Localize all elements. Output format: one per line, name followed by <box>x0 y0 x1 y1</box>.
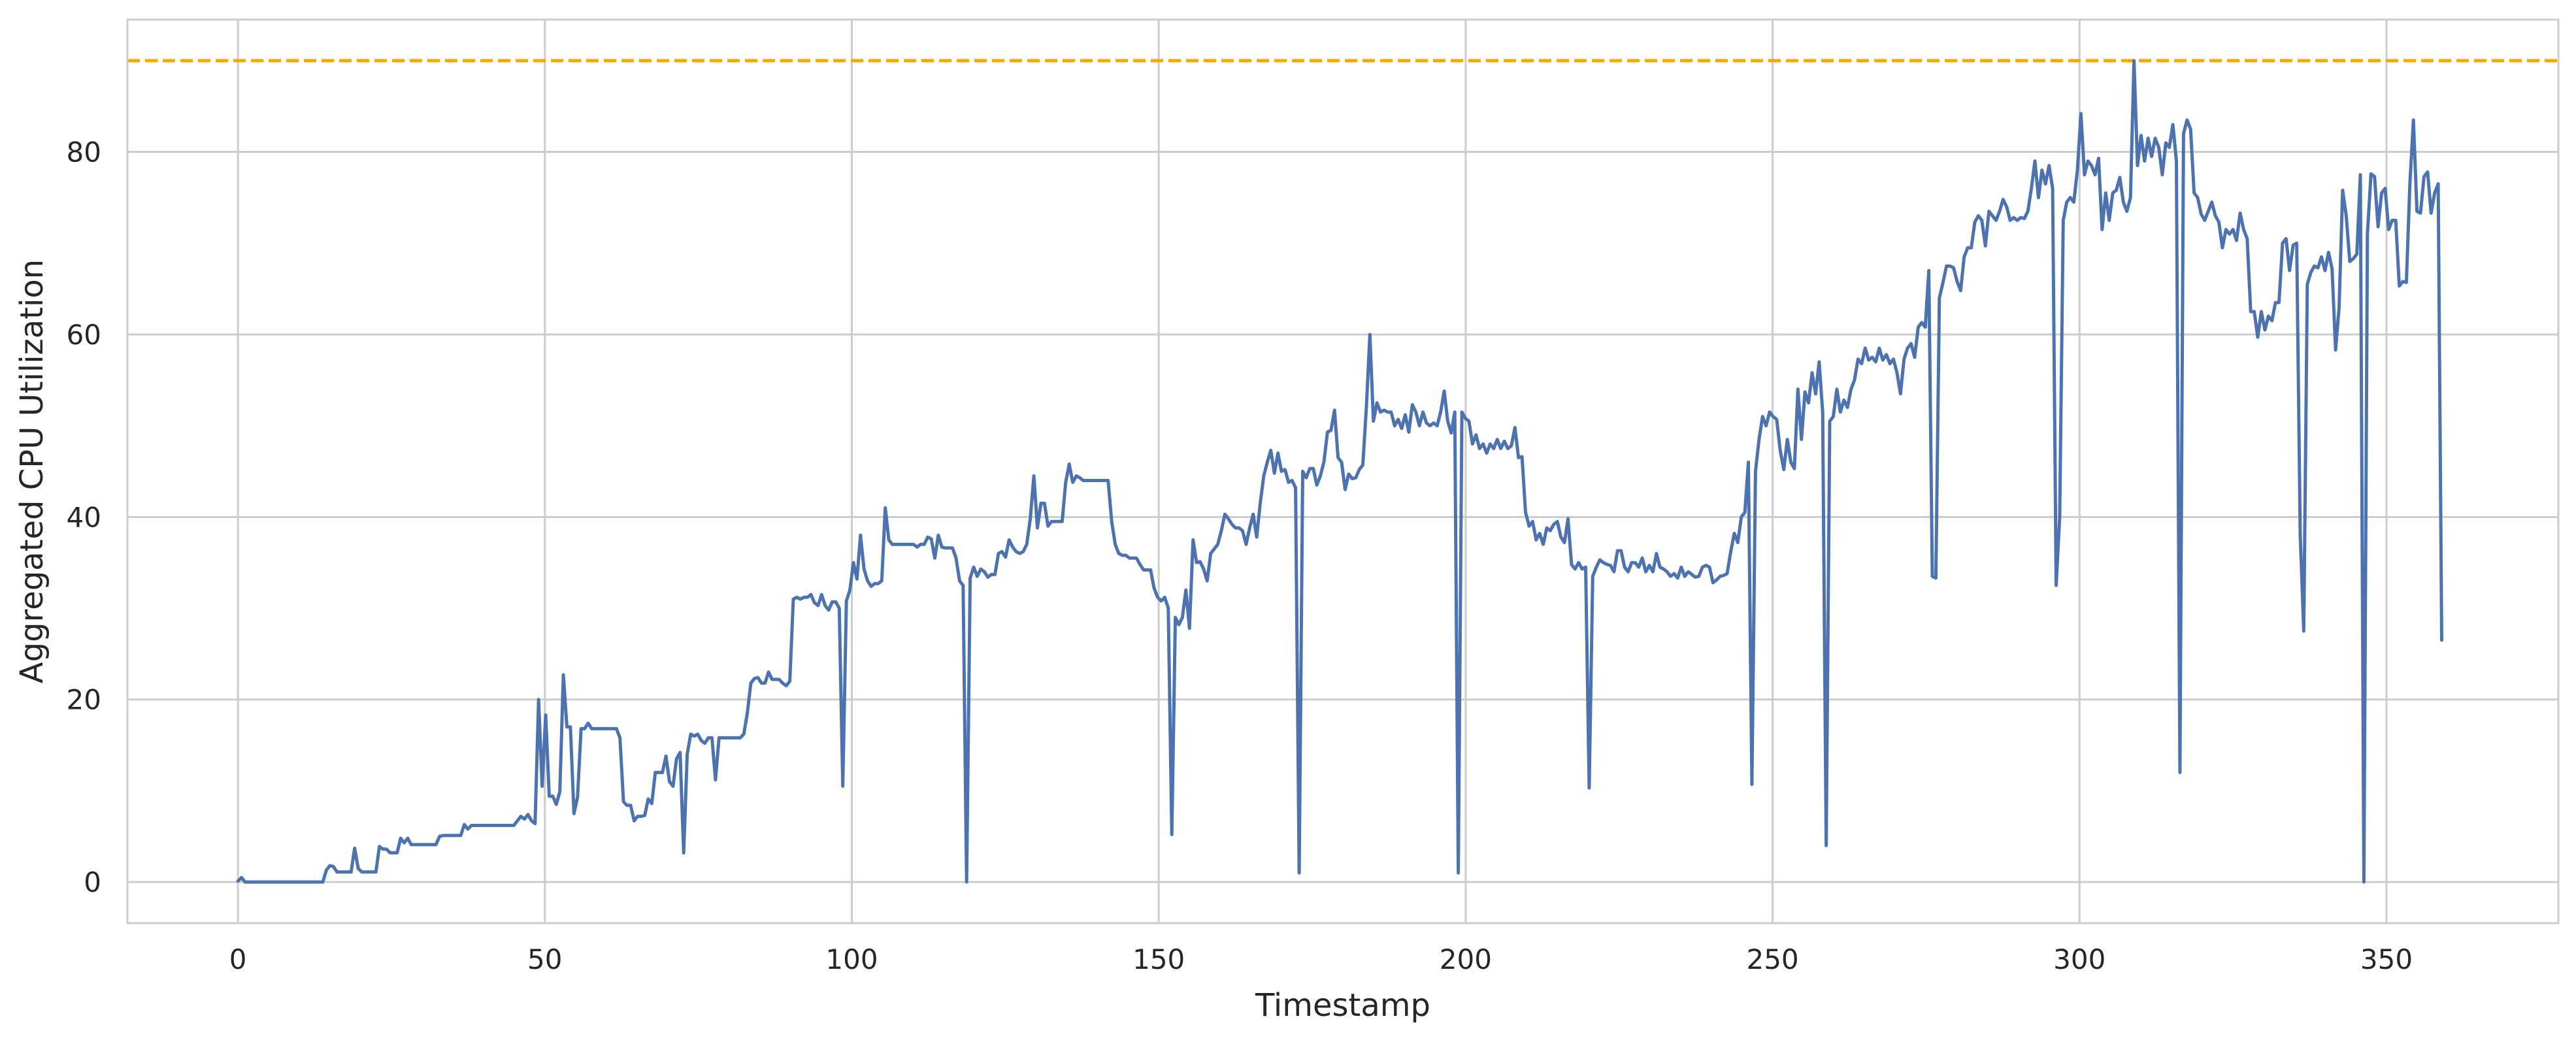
y-tick-label-3: 60 <box>67 319 101 351</box>
y-axis-label: Aggregated CPU Utilization <box>14 259 50 683</box>
y-tick-label-0: 0 <box>84 866 101 898</box>
x-tick-label-0: 0 <box>229 943 247 975</box>
y-tick-label-4: 80 <box>67 137 101 169</box>
y-tick-label-2: 40 <box>67 501 101 533</box>
x-tick-label-5: 250 <box>1746 943 1798 975</box>
x-tick-label-6: 300 <box>2053 943 2105 975</box>
x-tick-label-4: 200 <box>1440 943 1492 975</box>
x-axis-label: Timestamp <box>1255 987 1430 1024</box>
x-tick-label-7: 350 <box>2360 943 2413 975</box>
series-line-0 <box>236 59 2443 884</box>
series-layer <box>236 59 2443 884</box>
y-tick-label-1: 20 <box>67 684 101 716</box>
x-tick-label-3: 150 <box>1132 943 1185 975</box>
plot-frame <box>126 18 2560 924</box>
x-tick-labels: 0 50 100 150 200 250 300 350 <box>229 943 2413 975</box>
x-tick-label-2: 100 <box>825 943 878 975</box>
y-tick-labels: 0 20 40 60 80 <box>67 137 101 899</box>
x-tick-label-1: 50 <box>527 943 562 975</box>
